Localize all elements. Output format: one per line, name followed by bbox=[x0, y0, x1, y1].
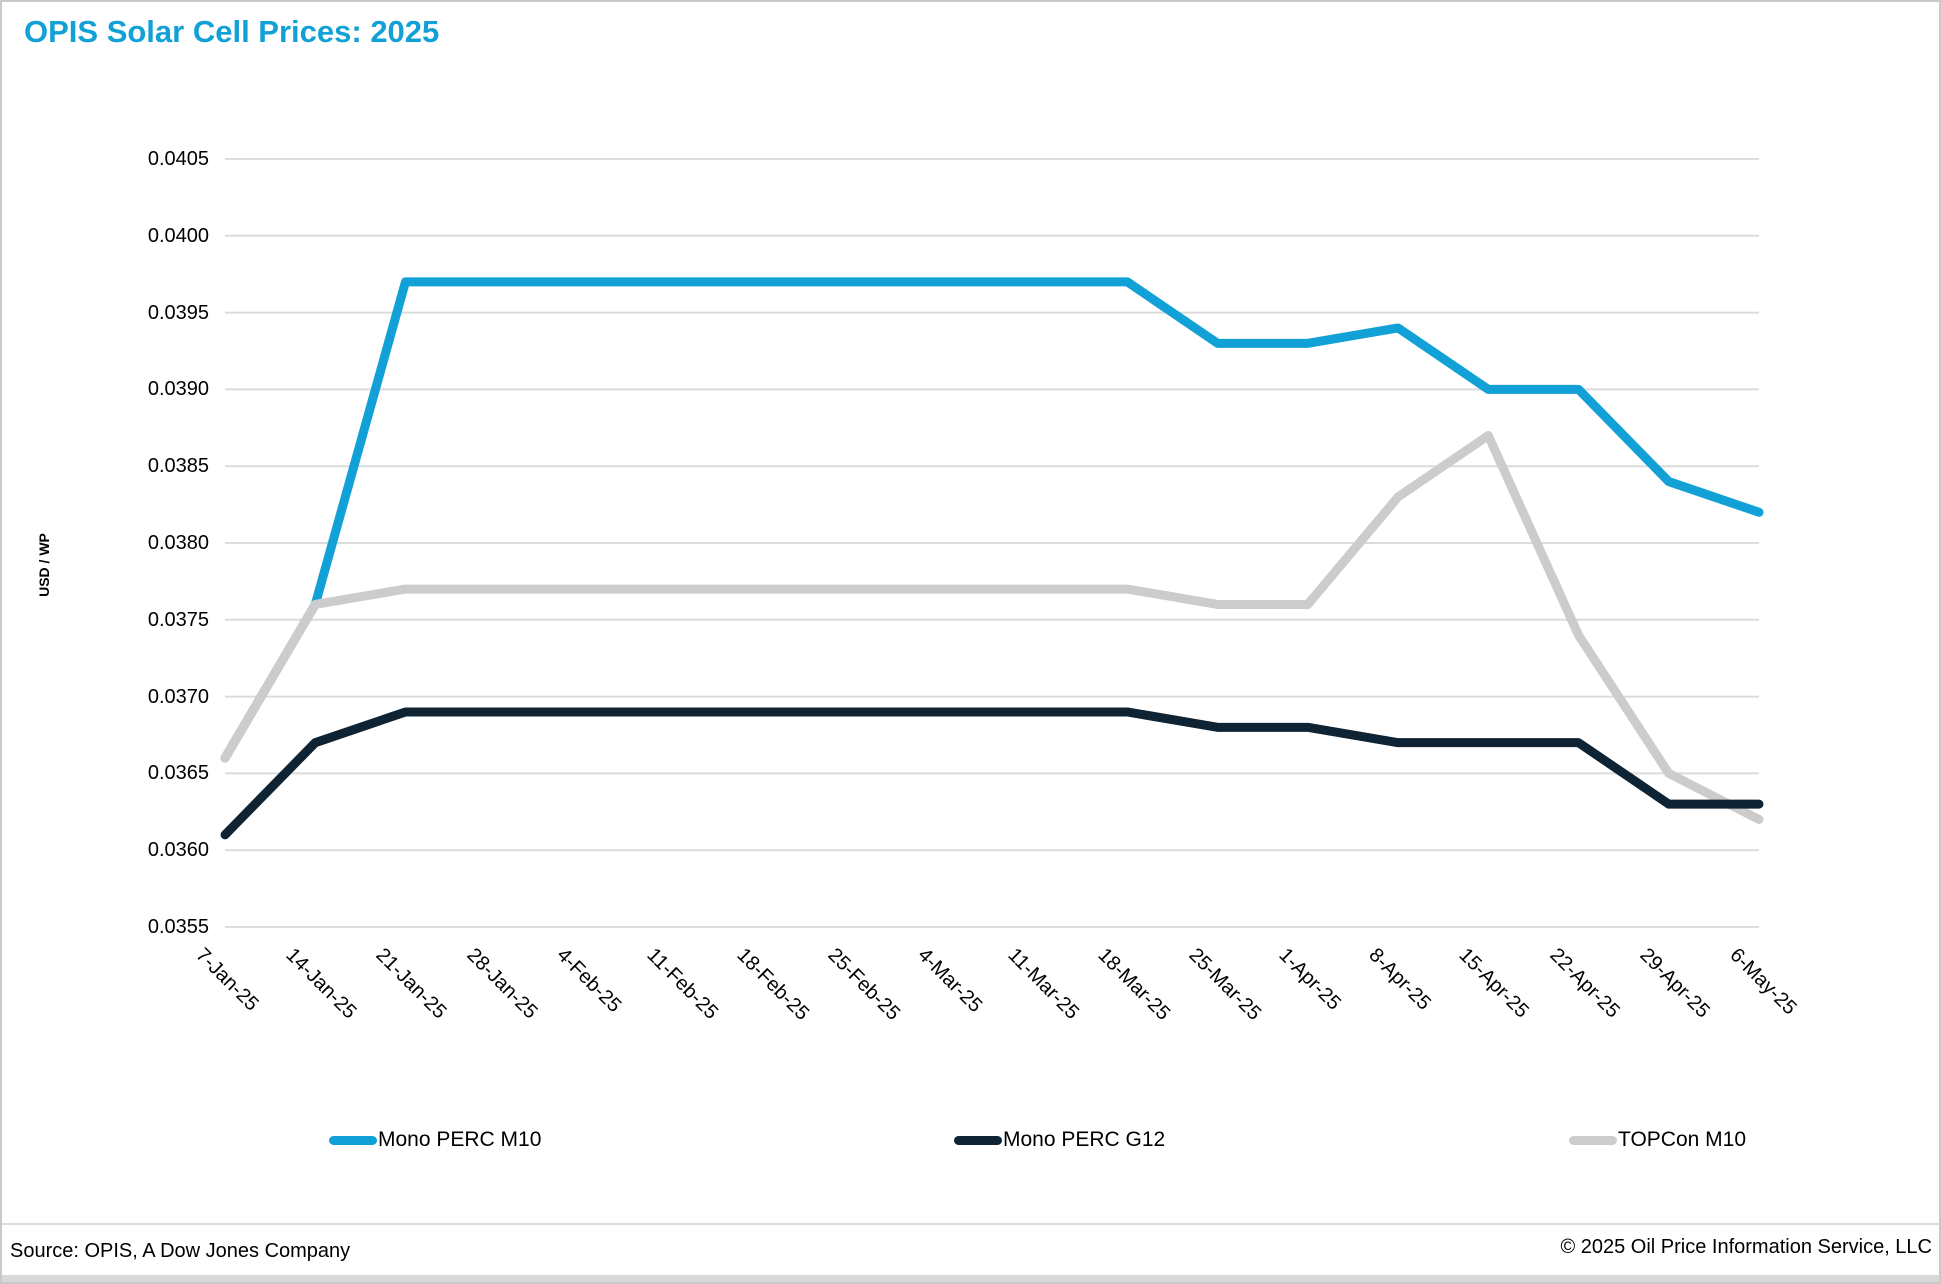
series-line-topcon-m10 bbox=[220, 430, 1764, 824]
y-axis-tick-label: 0.0355 bbox=[147, 916, 209, 938]
legend-swatch-cyan bbox=[329, 1135, 377, 1145]
series-line-mono-perc-m10 bbox=[220, 277, 1764, 763]
legend-item-topcon-m10: TOPCon M10 bbox=[1569, 1125, 1746, 1155]
legend-label: Mono PERC G12 bbox=[1003, 1128, 1166, 1151]
source-attribution: Source: OPIS, A Dow Jones Company bbox=[10, 1240, 351, 1262]
y-axis-tick-label: 0.0370 bbox=[147, 685, 209, 708]
y-axis-tick-label: 0.0405 bbox=[147, 148, 209, 170]
legend-item-mono-perc-m10: Mono PERC M10 bbox=[329, 1125, 541, 1155]
y-axis-tick-label: 0.0395 bbox=[147, 301, 209, 324]
y-axis-tick-label: 0.0360 bbox=[147, 839, 209, 862]
legend-label: TOPCon M10 bbox=[1618, 1128, 1746, 1151]
legend-item-mono-perc-g12: Mono PERC G12 bbox=[954, 1125, 1165, 1155]
y-axis-tick-label: 0.0385 bbox=[147, 455, 209, 478]
y-axis-tick-label: 0.0375 bbox=[147, 608, 209, 631]
page-title: OPIS Solar Cell Prices: 2025 bbox=[24, 14, 440, 49]
y-axis-tick-label: 0.0400 bbox=[147, 224, 209, 247]
y-axis-tick-label: 0.0390 bbox=[147, 378, 209, 401]
legend-swatch-navy bbox=[954, 1135, 1002, 1145]
copyright-notice: © 2025 Oil Price Information Service, LL… bbox=[1560, 1236, 1932, 1258]
y-axis-tick-label: 0.0380 bbox=[147, 532, 209, 554]
bottom-edge-strip bbox=[2, 1275, 1939, 1282]
footer-divider bbox=[2, 1223, 1939, 1225]
legend-label: Mono PERC M10 bbox=[378, 1128, 542, 1151]
y-axis-tick-label: 0.0365 bbox=[147, 762, 209, 785]
legend-swatch-gray bbox=[1569, 1135, 1617, 1145]
series-line-mono-perc-g12 bbox=[220, 707, 1764, 840]
